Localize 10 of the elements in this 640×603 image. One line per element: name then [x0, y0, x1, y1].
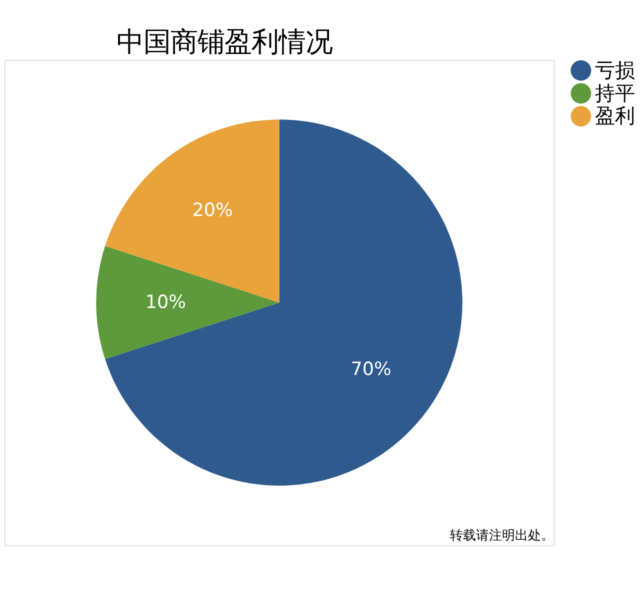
data-label: 10%: [145, 292, 186, 314]
legend-label: 亏损: [595, 58, 636, 82]
data-label: 70%: [350, 358, 392, 380]
legend-label: 盈利: [595, 104, 636, 128]
data-label: 20%: [192, 200, 233, 222]
pie-slice: [96, 246, 280, 360]
pie-slice: [105, 119, 462, 486]
legend-label: 持平: [595, 80, 636, 105]
chart-title: 中国商铺盈利情况: [116, 26, 332, 58]
text: 转载请注明出处。: [450, 528, 554, 544]
